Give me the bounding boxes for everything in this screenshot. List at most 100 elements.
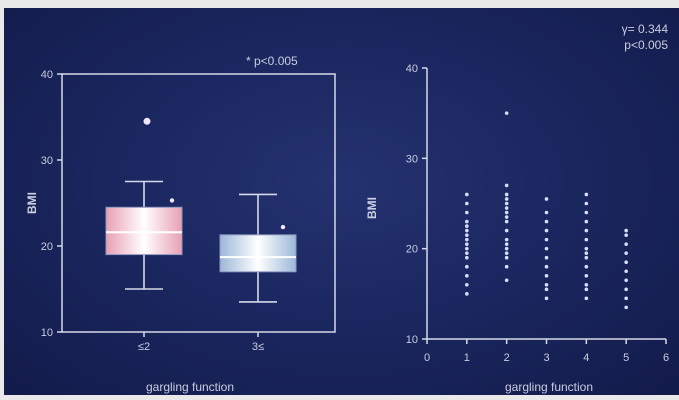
data-point: [505, 215, 509, 219]
data-point: [465, 292, 469, 296]
data-point: [545, 220, 549, 224]
data-point: [545, 238, 549, 242]
iqr-box: [220, 235, 296, 272]
data-point: [505, 193, 509, 197]
data-point: [585, 283, 589, 287]
data-point: [585, 202, 589, 206]
correlation-annotation: γ= 0.344: [622, 22, 669, 36]
data-point: [545, 288, 549, 292]
data-point: [585, 256, 589, 260]
data-point: [505, 184, 509, 188]
data-point: [465, 224, 469, 228]
data-point: [505, 238, 509, 242]
data-point: [545, 297, 549, 301]
data-point: [465, 202, 469, 206]
x-tick-label: 3≤: [252, 341, 264, 353]
data-point: [624, 278, 628, 282]
data-point: [624, 260, 628, 264]
data-point: [585, 211, 589, 215]
figure-panel: 10 20 30 40 ≤2 3≤ BMI gargling function * p<…: [4, 8, 679, 395]
data-point: [465, 247, 469, 251]
y-tick-label: 40: [41, 69, 53, 81]
data-point: [624, 251, 628, 255]
data-point: [505, 220, 509, 224]
box-2: [220, 194, 296, 302]
x-tick-label: 6: [663, 352, 669, 364]
data-point: [545, 274, 549, 278]
pvalue-annotation: p<0.005: [624, 38, 668, 52]
data-point: [545, 247, 549, 251]
data-point: [585, 220, 589, 224]
right-y-axis-label: BMI: [365, 197, 379, 219]
data-point: [465, 229, 469, 233]
y-tick-label: 30: [406, 153, 418, 165]
data-point: [585, 238, 589, 242]
left-y-axis-label: BMI: [25, 192, 39, 214]
outlier-point: [170, 198, 174, 202]
data-point: [624, 242, 628, 246]
y-tick-label: 40: [406, 63, 418, 75]
y-tick-label: 30: [41, 155, 53, 167]
left-plot-frame: [62, 74, 335, 332]
left-x-axis-label: gargling function: [146, 380, 234, 394]
box-plot: 10 20 30 40 ≤2 3≤ BMI gargling function * p<…: [25, 54, 335, 394]
data-point: [545, 256, 549, 260]
data-point: [505, 229, 509, 233]
data-point: [465, 251, 469, 255]
data-point: [465, 211, 469, 215]
outlier-point: [281, 225, 285, 229]
data-point: [505, 206, 509, 210]
x-tick-label: 1: [464, 352, 470, 364]
x-tick-label: 2: [504, 352, 510, 364]
data-point: [465, 274, 469, 278]
data-point: [545, 283, 549, 287]
x-tick-label: ≤2: [138, 341, 150, 353]
data-point: [505, 242, 509, 246]
x-tick-label: 0: [424, 352, 430, 364]
data-point: [505, 111, 509, 115]
data-point: [505, 247, 509, 251]
data-point: [465, 220, 469, 224]
data-point: [505, 202, 509, 206]
data-point: [585, 229, 589, 233]
data-point: [505, 251, 509, 255]
outlier-point: [144, 118, 151, 125]
data-point: [545, 265, 549, 269]
y-tick-label: 10: [41, 327, 53, 339]
x-tick-label: 5: [623, 352, 629, 364]
data-point: [624, 233, 628, 237]
data-point: [585, 297, 589, 301]
data-point: [585, 247, 589, 251]
y-tick-label: 10: [406, 334, 418, 346]
data-point: [465, 238, 469, 242]
data-point: [505, 265, 509, 269]
data-point: [545, 197, 549, 201]
data-point: [624, 306, 628, 310]
data-point: [545, 229, 549, 233]
box-1: [106, 118, 182, 289]
scatter-plot: 10 20 30 40 0 1 2 3 4 5 6 BMI gargling function γ…: [365, 22, 669, 394]
y-tick-label: 20: [41, 241, 53, 253]
data-point: [585, 251, 589, 255]
data-point: [545, 211, 549, 215]
significance-annotation: * p<0.005: [246, 54, 298, 68]
data-point: [465, 242, 469, 246]
data-point: [465, 283, 469, 287]
data-point: [585, 193, 589, 197]
right-x-axis-label: gargling function: [505, 380, 593, 394]
x-tick-label: 3: [543, 352, 549, 364]
data-point: [585, 265, 589, 269]
iqr-box: [106, 207, 182, 254]
data-point: [624, 297, 628, 301]
data-point: [465, 193, 469, 197]
data-point: [624, 229, 628, 233]
data-point: [505, 197, 509, 201]
data-point: [624, 288, 628, 292]
data-point: [465, 265, 469, 269]
data-point: [505, 256, 509, 260]
data-point: [585, 288, 589, 292]
data-point: [624, 269, 628, 273]
data-point: [585, 274, 589, 278]
y-tick-label: 20: [406, 244, 418, 256]
